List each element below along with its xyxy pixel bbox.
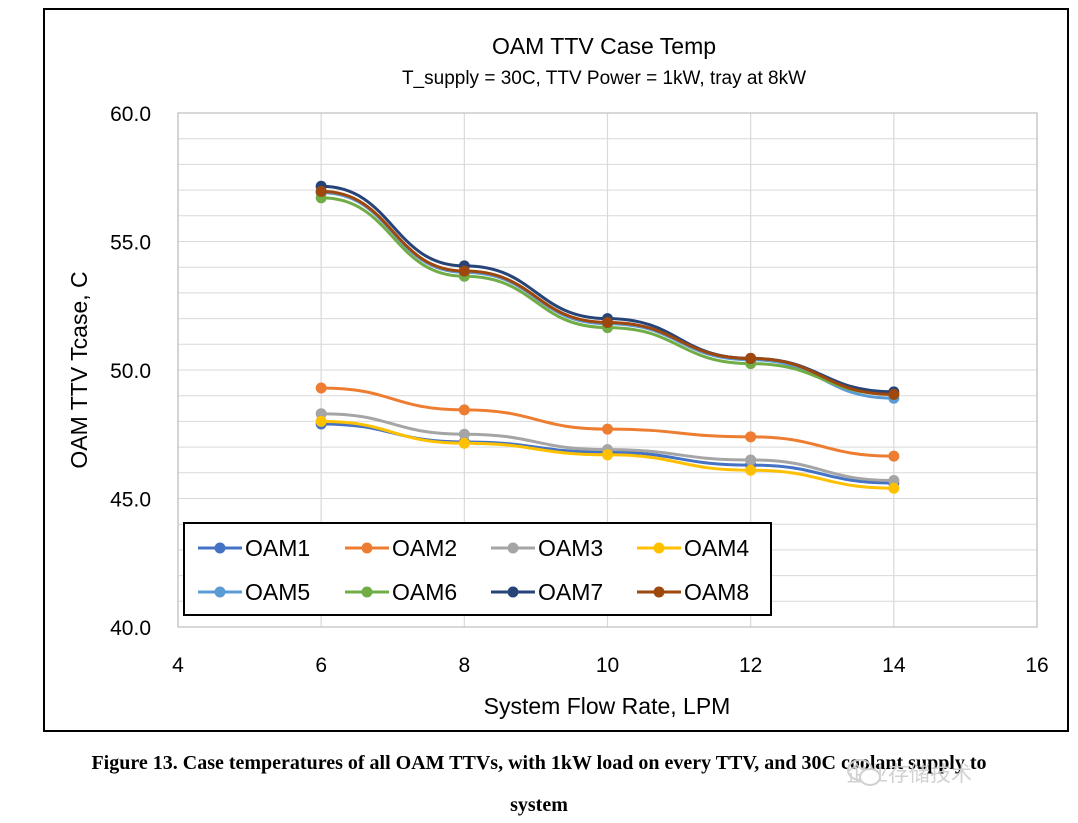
data-point-oam4 (602, 449, 613, 461)
data-point-oam3 (458, 428, 470, 440)
data-point-oam4 (458, 437, 470, 449)
x-tick-label: 4 (172, 654, 184, 677)
legend-box (183, 522, 772, 616)
data-point-oam3 (888, 475, 900, 487)
data-point-oam8 (602, 316, 613, 328)
y-tick-label: 55.0 (110, 232, 151, 255)
data-point-oam3 (315, 408, 327, 420)
legend-label: OAM8 (684, 579, 749, 605)
legend-label: OAM2 (392, 535, 457, 561)
legend: OAM1 OAM2 OAM3 OAM4 OAM5 OAM6 OAM7 OAM8 (183, 522, 772, 616)
data-point-oam2 (602, 423, 613, 435)
data-point-oam4 (745, 464, 757, 476)
legend-swatch-marker (214, 586, 226, 598)
legend-swatch-marker (653, 586, 665, 598)
x-tick-label: 14 (882, 654, 906, 677)
legend-swatch-marker (361, 586, 373, 598)
tick-labels: 4 6 8 10 12 14 16 40.0 45.0 50.0 55.0 60.0 (110, 103, 1049, 677)
plot-area-border (177, 112, 1038, 628)
chart-title: OAM TTV Case Temp (492, 33, 716, 59)
x-tick-label: 12 (739, 654, 762, 677)
figure-caption-line2: system (510, 794, 568, 816)
y-tick-label: 50.0 (110, 360, 151, 383)
legend-label: OAM4 (684, 535, 749, 561)
legend-label: OAM1 (245, 535, 310, 561)
legend-swatch-marker (653, 542, 665, 554)
legend-swatch-marker (361, 542, 373, 554)
legend-swatch-marker (507, 542, 519, 554)
axes (177, 112, 1038, 628)
legend-label: OAM7 (538, 579, 603, 605)
legend-label: OAM5 (245, 579, 310, 605)
x-tick-label: 8 (458, 654, 470, 677)
legend-label: OAM6 (392, 579, 457, 605)
data-point-oam4 (315, 415, 327, 427)
data-point-oam8 (888, 388, 900, 400)
x-tick-label: 6 (315, 654, 327, 677)
legend-swatch-marker (214, 542, 226, 554)
data-point-oam2 (458, 404, 470, 416)
x-tick-label: 10 (596, 654, 619, 677)
line-chart: OAM TTV Case Temp T_supply = 30C, TTV Po… (66, 33, 1049, 719)
data-point-oam8 (745, 352, 757, 364)
wechat-icon (847, 759, 881, 786)
data-point-oam3 (745, 454, 757, 466)
y-axis-label: OAM TTV Tcase, C (66, 271, 92, 468)
y-tick-label: 40.0 (110, 617, 151, 640)
watermark: 企业存储技术 (846, 758, 972, 788)
chart-subtitle: T_supply = 30C, TTV Power = 1kW, tray at… (402, 68, 806, 89)
data-point-oam2 (315, 382, 327, 394)
data-point-oam2 (745, 431, 757, 443)
legend-label: OAM3 (538, 535, 603, 561)
data-point-oam2 (888, 450, 900, 462)
data-point-oam8 (458, 265, 470, 277)
x-tick-label: 16 (1025, 654, 1048, 677)
x-axis-label: System Flow Rate, LPM (484, 693, 731, 719)
data-point-oam8 (315, 185, 327, 197)
y-tick-label: 45.0 (110, 489, 151, 512)
legend-swatch-marker (507, 586, 519, 598)
data-point-oam4 (888, 482, 900, 494)
figure-caption-line1: Figure 13. Case temperatures of all OAM … (91, 752, 987, 774)
series-layer (315, 180, 900, 494)
y-tick-label: 60.0 (110, 103, 151, 126)
